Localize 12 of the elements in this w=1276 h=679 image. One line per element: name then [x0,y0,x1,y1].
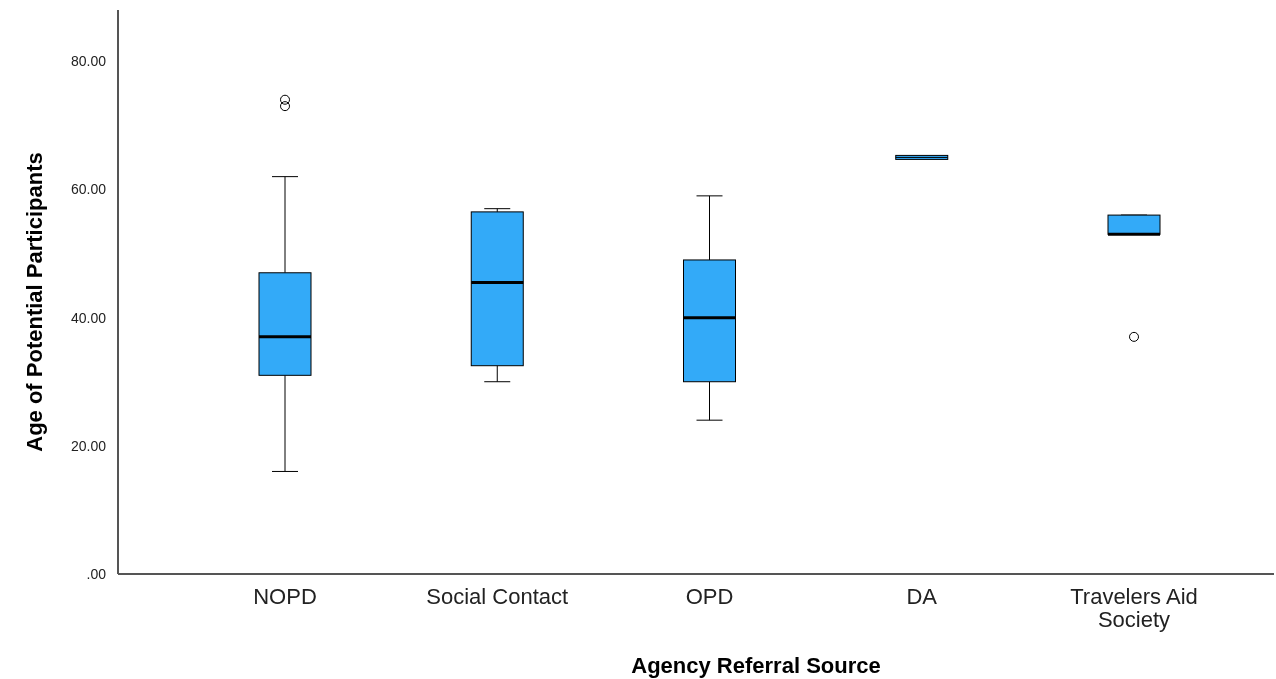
x-tick-label: DA [906,584,938,609]
x-tick-label: Travelers Aid Society [1070,584,1198,632]
y-tick-label: 20.00 [70,437,107,454]
y-axis-title: Age of Potential Participants [22,152,47,452]
x-tick-label: Social Contact [426,584,569,609]
y-tick-label: .00 [86,565,107,582]
x-tick-label: OPD [685,584,734,609]
x-axis-title: Agency Referral Source [631,653,881,678]
y-tick-label: 60.00 [70,181,107,198]
y-tick-label: 80.00 [70,53,107,70]
x-tick-label: NOPD [253,584,317,609]
y-tick-label: 40.00 [70,309,107,326]
